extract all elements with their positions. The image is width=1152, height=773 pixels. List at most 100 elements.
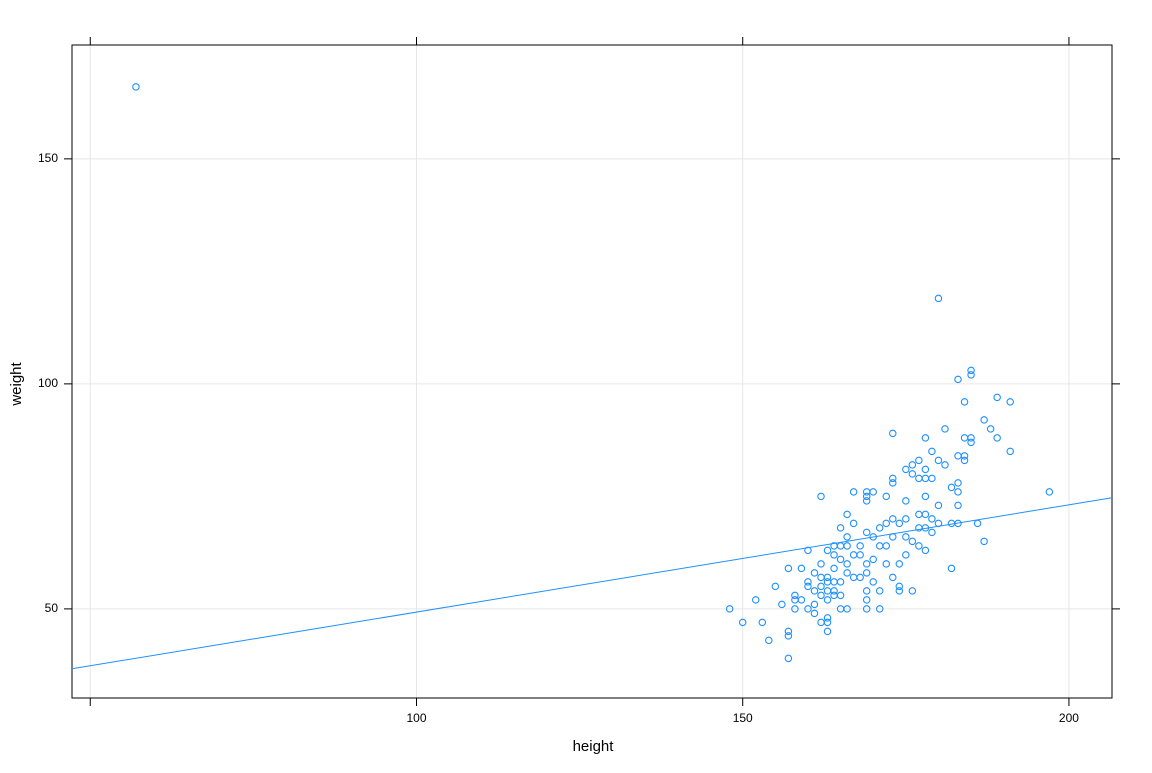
point [960,456,969,465]
point [784,564,793,573]
point [889,515,897,523]
point [843,605,851,613]
point [862,492,871,501]
point [908,461,917,469]
point [823,573,832,582]
point [810,609,819,618]
point [862,560,871,568]
point [889,429,897,438]
point [895,587,904,595]
point [765,636,773,645]
point [843,510,851,519]
point [725,605,734,613]
point [1006,447,1014,456]
point [908,587,917,595]
point [823,618,832,627]
point [804,582,812,591]
point [836,555,845,564]
point [947,564,956,573]
point [817,582,825,591]
point [921,546,930,555]
point [875,605,884,613]
point [862,605,871,613]
point [882,519,891,528]
point [817,591,825,600]
point [758,618,767,627]
point [817,492,825,501]
point [869,488,877,496]
x-axis-label: height [573,738,615,755]
point [902,465,910,474]
point [954,479,962,487]
point [915,456,923,465]
point [804,546,812,555]
point [791,605,799,613]
point [882,560,891,568]
y-axis-label: weight [8,361,25,406]
point [928,528,936,537]
point [934,456,943,465]
point [954,375,962,384]
point [830,564,838,573]
point [810,600,819,609]
x-tick-label: 150 [733,711,753,725]
point [862,569,871,577]
point [823,614,832,622]
point [869,555,877,564]
point [980,416,988,424]
point [921,510,930,519]
point [934,501,943,510]
point [908,470,917,478]
point [862,497,871,505]
point [804,605,812,613]
point [738,618,747,627]
point [960,452,969,460]
point [843,569,851,577]
point [889,573,897,582]
point [862,596,871,604]
point [132,83,140,91]
point [941,461,949,469]
point [960,398,969,406]
point [967,371,975,379]
point [778,600,786,609]
point [934,294,943,303]
point [869,578,877,586]
y-tick-label: 150 [38,151,58,165]
point [856,542,864,550]
point [823,596,832,604]
point [928,447,936,456]
point [993,434,1001,442]
point [1045,488,1054,496]
point [791,591,799,600]
point [941,425,949,433]
point [921,465,930,474]
point [817,560,825,568]
point [954,501,962,510]
point [921,434,930,442]
point [823,627,832,636]
point [862,587,871,595]
point [771,582,780,591]
point [830,551,838,559]
point [784,632,793,640]
point [836,591,845,600]
point [882,492,891,501]
x-tick-label: 100 [406,711,426,725]
point [843,542,851,550]
point [830,587,838,595]
point [882,542,891,550]
y-tick-label: 100 [38,376,58,390]
point [902,551,910,559]
point [752,596,760,604]
x-tick-label: 200 [1059,711,1079,725]
point [849,488,858,496]
point [928,474,936,483]
point [908,537,917,546]
fit-line [71,497,1113,670]
point [947,483,956,492]
point [902,533,910,541]
point [836,524,845,532]
point [875,524,884,532]
